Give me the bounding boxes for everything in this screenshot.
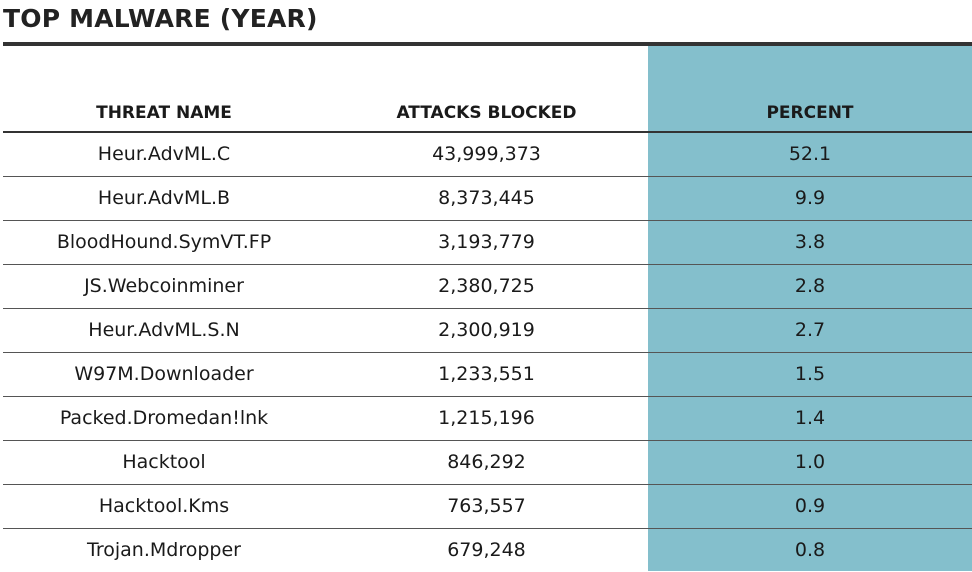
percent-cell: 0.8 [794, 539, 826, 562]
attacks-blocked-cell: 2,300,919 [325, 308, 648, 353]
table-row: JS.Webcoinminer 2,380,725 2.8 [3, 264, 972, 309]
table-header-row: THREAT NAME ATTACKS BLOCKED PERCENT [3, 46, 972, 133]
table-row: Heur.AdvML.B 8,373,445 9.9 [3, 176, 972, 221]
attacks-blocked-cell: 1,215,196 [325, 396, 648, 441]
page-title: TOP MALWARE (YEAR) [3, 4, 318, 33]
percent-cell: 2.7 [648, 308, 972, 353]
table-row: W97M.Downloader 1,233,551 1.5 [3, 352, 972, 397]
attacks-blocked-cell: 763,557 [325, 484, 648, 529]
attacks-blocked-cell: 3,193,779 [325, 220, 648, 265]
table-row: Packed.Dromedan!lnk 1,215,196 1.4 [3, 396, 972, 441]
threat-name-cell: Heur.AdvML.C [3, 132, 325, 177]
table-row: BloodHound.SymVT.FP 3,193,779 3.8 [3, 220, 972, 265]
attacks-blocked-cell: 846,292 [325, 440, 648, 485]
column-header-attacks-blocked: ATTACKS BLOCKED [325, 46, 648, 133]
percent-cell: 52.1 [648, 132, 972, 177]
malware-table: THREAT NAME ATTACKS BLOCKED PERCENT Heur… [3, 46, 972, 572]
attacks-blocked-cell: 2,380,725 [325, 264, 648, 309]
percent-cell: 9.9 [648, 176, 972, 221]
threat-name-cell: Heur.AdvML.B [3, 176, 325, 221]
percent-cell: 1.4 [648, 396, 972, 441]
attacks-blocked-cell: 1,233,551 [325, 352, 648, 397]
table-row: Heur.AdvML.S.N 2,300,919 2.7 [3, 308, 972, 353]
percent-cell: 3.8 [648, 220, 972, 265]
threat-name-cell: JS.Webcoinminer [3, 264, 325, 309]
threat-name-cell: BloodHound.SymVT.FP [3, 220, 325, 265]
table-row: Heur.AdvML.C 43,999,373 52.1 [3, 132, 972, 177]
attacks-blocked-cell: 8,373,445 [325, 176, 648, 221]
percent-cell: 1.5 [648, 352, 972, 397]
attacks-blocked-cell: 43,999,373 [325, 132, 648, 177]
threat-name-cell: Hacktool.Kms [3, 484, 325, 529]
table-row: Hacktool.Kms 763,557 0.9 [3, 484, 972, 529]
threat-name-cell: Heur.AdvML.S.N [3, 308, 325, 353]
threat-name-cell: Trojan.Mdropper [87, 539, 241, 562]
table-row: Hacktool 846,292 1.0 [3, 440, 972, 485]
threat-name-cell: Packed.Dromedan!lnk [3, 396, 325, 441]
column-header-percent: PERCENT [648, 46, 972, 133]
column-header-threat-name: THREAT NAME [3, 46, 325, 133]
title-divider [3, 42, 972, 46]
percent-cell: 1.0 [648, 440, 972, 485]
threat-name-cell: Hacktool [3, 440, 325, 485]
threat-name-cell: W97M.Downloader [3, 352, 325, 397]
attacks-blocked-cell: 679,248 [447, 539, 526, 562]
percent-cell: 2.8 [648, 264, 972, 309]
table-row: Trojan.Mdropper 679,248 0.8 [3, 528, 972, 572]
percent-cell: 0.9 [648, 484, 972, 529]
